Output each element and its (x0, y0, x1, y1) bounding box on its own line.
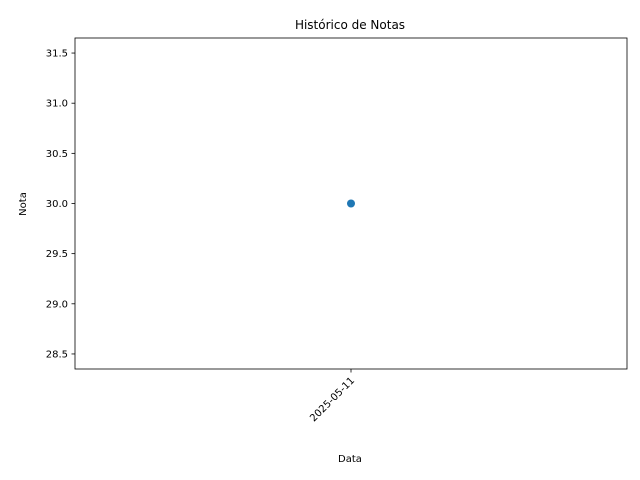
y-axis: 28.5 29.0 29.5 30.0 30.5 31.0 31.5 (46, 49, 75, 360)
y-tick-label: 31.0 (46, 99, 68, 110)
x-axis-label: Data (338, 454, 362, 465)
data-series (347, 199, 355, 208)
y-tick-label: 29.5 (46, 249, 68, 260)
x-axis: 2025-05-11 (308, 369, 357, 424)
y-tick-label: 30.0 (46, 199, 68, 210)
y-axis-label: Nota (18, 192, 29, 216)
data-point (347, 199, 355, 208)
y-tick-label: 31.5 (46, 49, 68, 60)
y-tick-label: 28.5 (46, 349, 68, 360)
x-tick-label: 2025-05-11 (308, 375, 357, 424)
y-tick-label: 29.0 (46, 299, 68, 310)
chart-title: Histórico de Notas (295, 18, 405, 32)
y-tick-label: 30.5 (46, 149, 68, 160)
